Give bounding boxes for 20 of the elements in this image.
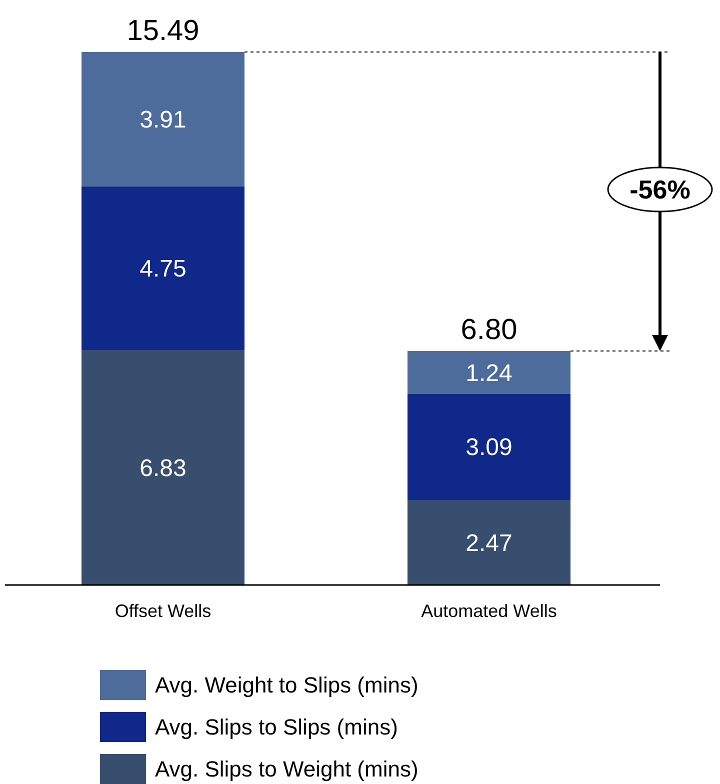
data-label: 4.75 — [140, 256, 186, 283]
total-label: 15.49 — [126, 15, 200, 47]
bar — [82, 186, 244, 350]
bar — [82, 52, 244, 187]
data-label: 6.83 — [140, 454, 186, 482]
total-label: 6.80 — [460, 314, 518, 346]
data-label: 3.91 — [140, 106, 186, 134]
x-tick-label: Automated Wells — [421, 601, 557, 621]
data-label: 1.24 — [466, 360, 512, 387]
legend-label: Avg. Slips to Slips (mins) — [155, 714, 398, 740]
bar — [82, 350, 244, 585]
bar — [408, 394, 570, 500]
legend-label: Avg. Weight to Slips (mins) — [155, 672, 418, 698]
legend-label: Avg. Slips to Weight (mins) — [155, 756, 418, 782]
annotation: -56% — [630, 174, 690, 205]
bar — [408, 351, 570, 394]
bar — [408, 500, 570, 585]
data-label: 3.09 — [466, 434, 512, 462]
x-tick-label: Offset Wells — [114, 601, 212, 621]
data-label: 2.47 — [466, 530, 512, 557]
